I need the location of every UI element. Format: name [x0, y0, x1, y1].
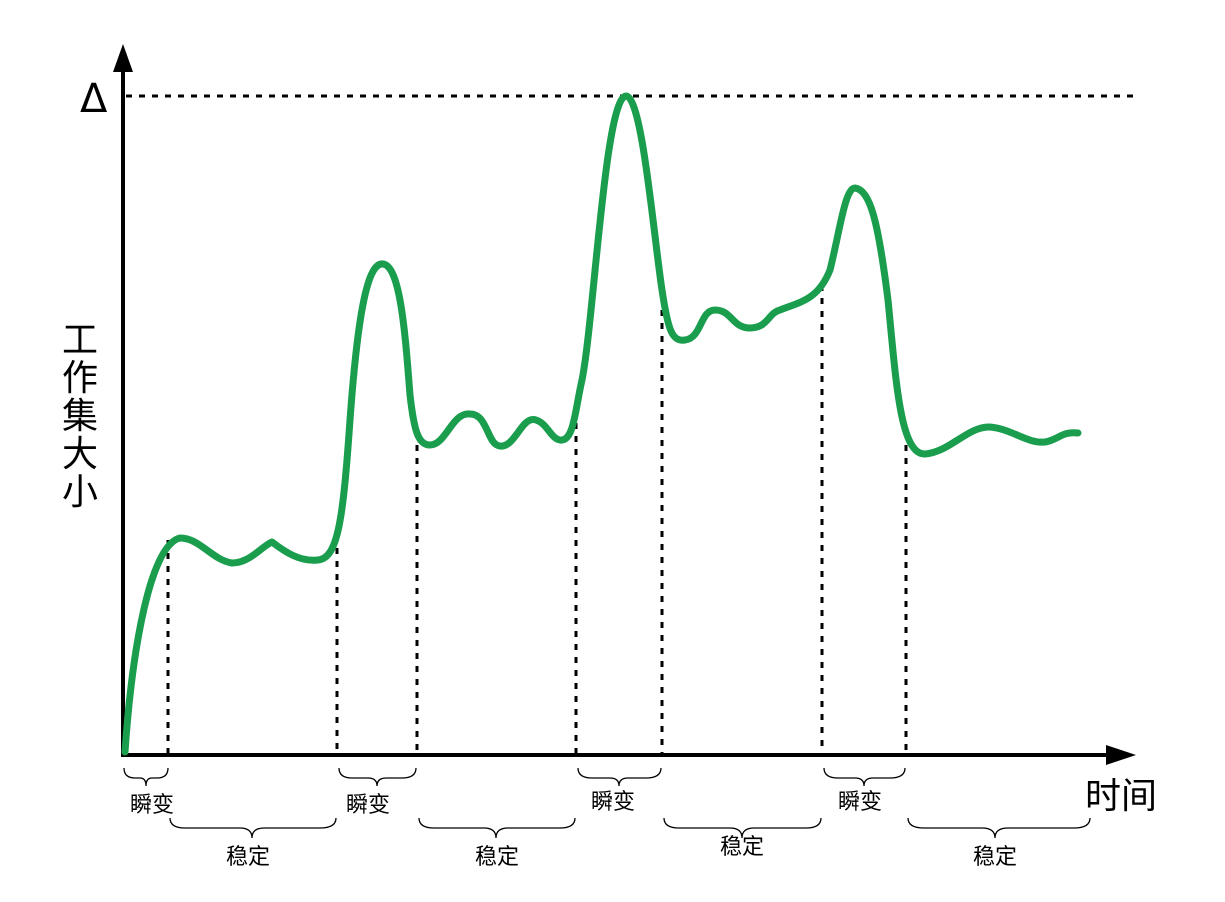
x-axis-label: 时间 [1085, 776, 1157, 817]
phase-label-stable: 稳定 [720, 835, 764, 860]
phase-label-transient: 瞬变 [591, 790, 635, 815]
y-axis-arrowhead [113, 44, 133, 72]
brace-stable [663, 817, 822, 839]
phase-label-transient: 瞬变 [346, 793, 390, 818]
y-axis-label-char: 大 [62, 434, 98, 475]
y-axis-label-char: 集 [62, 396, 98, 437]
phase-label-transient: 瞬变 [130, 793, 174, 818]
phase-label-transient: 瞬变 [838, 790, 882, 815]
brace-transient [823, 767, 906, 787]
brace-transient [338, 767, 417, 787]
y-axis-label-char: 工 [62, 320, 98, 361]
brace-stable [418, 817, 576, 839]
brace-transient [577, 767, 662, 787]
delta-label: Δ [80, 76, 108, 122]
phase-label-stable: 稳定 [973, 845, 1017, 870]
phase-label-stable: 稳定 [475, 845, 519, 870]
brace-stable [169, 817, 337, 839]
brace-stable [907, 817, 1091, 839]
working-set-curve [121, 92, 1082, 756]
x-axis-arrowhead [1106, 745, 1136, 765]
phase-braces [123, 767, 1091, 839]
brace-transient [123, 767, 169, 787]
y-axis-label-char: 小 [62, 472, 98, 513]
y-axis-label: 工 作 集 大 小 [62, 320, 98, 513]
y-axis-label-char: 作 [62, 358, 98, 399]
phase-label-stable: 稳定 [226, 845, 270, 870]
